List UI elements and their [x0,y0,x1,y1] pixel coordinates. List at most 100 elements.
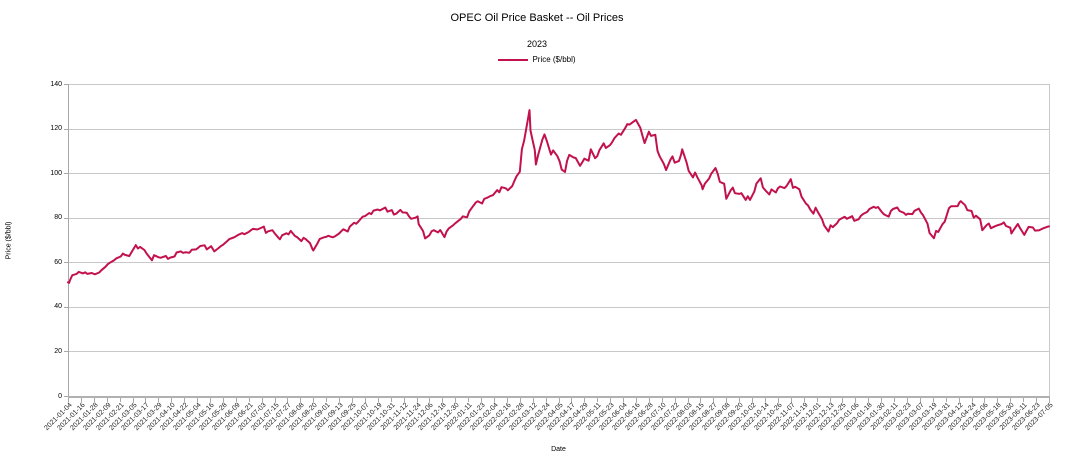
y-tick-label: 80 [54,214,62,222]
y-axis-tick [64,173,68,175]
x-axis-tick [326,398,328,402]
x-axis-tick [222,398,224,402]
y-axis-tick [64,262,68,264]
x-axis-tick [532,398,534,402]
x-axis-tick [390,398,392,402]
gridline [68,217,1049,219]
x-axis-tick [571,398,573,402]
y-tick-label: 60 [54,258,62,266]
x-axis-tick [468,398,470,402]
x-axis-tick [1036,398,1038,402]
x-axis-tick [287,398,289,402]
y-axis-tick [64,128,68,130]
x-axis-tick [106,398,108,402]
legend-label: Price ($/bbl) [532,55,576,64]
x-axis-tick [1049,398,1050,402]
x-axis-tick [623,398,625,402]
plot-right-border [1049,84,1050,396]
x-axis-tick [403,398,405,402]
x-axis-tick [1010,398,1012,402]
y-axis-tick [64,351,68,353]
x-axis-tick [158,398,160,402]
x-axis-tick [80,398,82,402]
x-axis-tick [700,398,702,402]
y-tick-label: 120 [50,125,62,133]
x-axis-tick [481,398,483,402]
x-axis-tick [868,398,870,402]
x-axis-tick [919,398,921,402]
x-axis-tick [493,398,495,402]
legend: Price ($/bbl) [0,55,1074,64]
x-axis-tick [932,398,934,402]
x-axis-tick [313,398,315,402]
x-axis-tick [416,398,418,402]
y-tick-label: 140 [50,80,62,88]
plot-svg [67,109,1050,284]
legend-line-icon [498,58,529,61]
x-axis-tick [907,398,908,402]
gridline [68,84,1049,85]
gridline [68,173,1049,175]
x-axis-tick [145,398,147,402]
gridline [68,351,1049,353]
x-axis-tick [842,398,844,402]
y-axis-tick [64,84,68,85]
x-axis-tick [765,398,767,402]
x-axis-tick [274,398,276,402]
x-axis-tick [648,398,650,402]
price-line [67,109,1050,284]
x-axis-tick [777,398,779,402]
x-axis-tick [377,398,379,402]
x-axis-tick [816,398,818,402]
x-axis-line [68,396,1050,398]
x-axis-tick [455,398,457,402]
gridline [68,128,1049,130]
x-axis-tick [881,398,883,402]
x-axis-tick [235,398,237,402]
x-axis-tick [364,398,366,402]
x-axis-tick [1023,398,1025,402]
x-axis-tick [674,398,676,402]
x-axis-tick [984,398,986,402]
x-axis-tick [93,398,95,402]
x-axis-tick [726,398,728,402]
x-axis-tick [894,398,896,402]
chart-subtitle: 2023 [526,39,548,49]
x-axis-tick [597,398,599,402]
x-axis-title: Date [551,446,566,453]
x-axis-tick [713,398,715,402]
x-axis-tick [171,398,173,402]
x-axis-tick [739,398,741,402]
x-axis-tick [971,398,973,402]
x-axis-tick [635,398,637,402]
x-axis-tick [184,398,186,402]
x-axis-tick [997,398,999,402]
y-tick-label: 20 [54,347,62,355]
x-axis-tick [300,398,302,402]
gridline [68,306,1049,308]
x-axis-tick [803,398,805,402]
x-axis-tick [339,398,341,402]
y-axis-line [68,84,69,396]
chart-title: OPEC Oil Price Basket -- Oil Prices [450,12,624,24]
x-axis-tick [442,398,444,402]
x-axis-tick [945,398,947,402]
x-axis-tick [584,398,586,402]
x-axis-tick [545,398,547,402]
x-axis-tick [506,398,508,402]
x-axis-tick [68,398,69,402]
x-axis-tick [558,398,560,402]
x-axis-tick [958,398,960,402]
x-axis-tick [248,398,250,402]
x-axis-tick [519,398,521,402]
x-axis-tick [752,398,754,402]
y-tick-label: 100 [50,169,62,177]
x-axis-tick [855,398,857,402]
y-tick-label: 40 [54,303,62,311]
y-axis-title: Price ($/bbl) [5,221,13,259]
gridline [68,262,1049,264]
x-axis-tick [351,398,353,402]
x-axis-tick [790,398,792,402]
x-axis-tick [119,398,121,402]
